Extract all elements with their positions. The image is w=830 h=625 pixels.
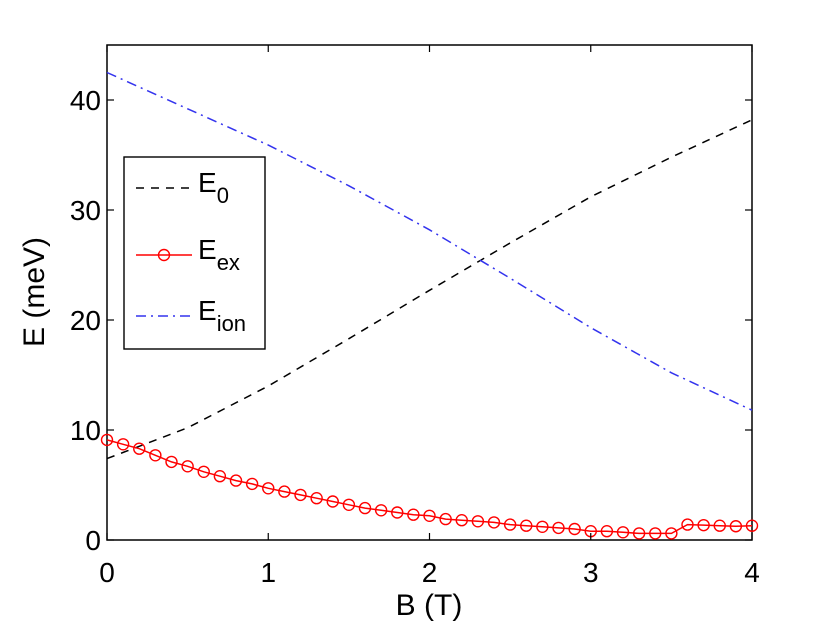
data-point-Eex — [552, 521, 565, 535]
data-point-Eex — [358, 501, 372, 515]
data-point-Eex — [278, 485, 291, 498]
data-point-Eex — [391, 506, 404, 519]
legend-label-main: E — [198, 295, 217, 326]
x-axis-label: B (T) — [396, 589, 463, 622]
data-point-Eex — [487, 516, 501, 529]
data-point-Eex — [326, 495, 339, 508]
data-point-Eex — [181, 460, 194, 473]
y-tick-label: 0 — [85, 525, 101, 556]
legend-label-sub: ion — [217, 311, 246, 336]
legend-label-main: E — [198, 167, 217, 198]
data-point-Eex — [681, 518, 694, 531]
series-Eex — [100, 433, 759, 540]
data-point-Eex — [116, 438, 130, 451]
data-point-Eex — [520, 519, 533, 532]
x-tick-label: 2 — [422, 557, 438, 588]
data-point-Eex — [213, 470, 227, 483]
data-point-Eex — [100, 433, 114, 447]
x-tick-label: 3 — [583, 557, 599, 588]
data-point-Eex — [294, 488, 307, 502]
legend-box — [123, 156, 266, 350]
y-tick-label: 10 — [70, 415, 101, 446]
x-tick-label: 1 — [260, 557, 276, 588]
legend-label-sub: 0 — [217, 183, 229, 208]
legend-label-E0: E0 — [198, 167, 229, 208]
data-point-Eex — [503, 518, 517, 531]
data-point-Eex — [568, 522, 581, 536]
data-point-Eex — [471, 515, 485, 528]
data-point-Eex — [536, 520, 549, 533]
data-point-Eex — [423, 509, 436, 522]
data-point-Eex — [697, 518, 710, 532]
series-line-Eion — [106, 71, 753, 411]
data-point-Eex — [745, 519, 759, 532]
x-tick-label: 0 — [99, 557, 115, 588]
data-point-Eex — [262, 482, 275, 495]
data-point-Eex — [342, 498, 356, 511]
data-point-Eex — [600, 525, 614, 538]
data-point-Eex — [649, 527, 662, 540]
legend-label-sub: ex — [217, 250, 240, 275]
legend-label-Eex: Eex — [198, 234, 240, 275]
data-point-Eex — [374, 504, 388, 517]
data-point-Eex — [245, 477, 259, 491]
data-point-Eex — [407, 508, 420, 521]
data-point-Eex — [439, 512, 452, 526]
legend-label-main: E — [198, 234, 217, 265]
data-point-Eex — [149, 449, 162, 462]
data-point-Eex — [713, 519, 726, 532]
series-line-E0 — [106, 119, 753, 460]
legend-marker-Eex — [157, 248, 171, 262]
y-tick-label: 40 — [70, 85, 101, 116]
data-point-Eex — [616, 526, 630, 539]
data-point-Eex — [455, 514, 468, 527]
legend-label-Eion: Eion — [198, 295, 246, 336]
y-tick-label: 30 — [70, 195, 101, 226]
data-point-Eex — [229, 474, 243, 487]
series-E0 — [106, 119, 753, 460]
data-point-Eex — [197, 465, 210, 478]
data-point-Eex — [165, 455, 178, 469]
y-tick-label: 20 — [70, 305, 101, 336]
series-Eion — [106, 71, 753, 411]
y-axis-label: E (meV) — [18, 237, 51, 347]
data-point-Eex — [133, 442, 146, 455]
data-point-Eex — [729, 520, 743, 533]
series-layer — [100, 71, 759, 540]
data-point-Eex — [665, 527, 678, 540]
x-tick-label: 4 — [744, 557, 760, 588]
data-point-Eex — [310, 492, 323, 505]
data-point-Eex — [632, 527, 646, 540]
